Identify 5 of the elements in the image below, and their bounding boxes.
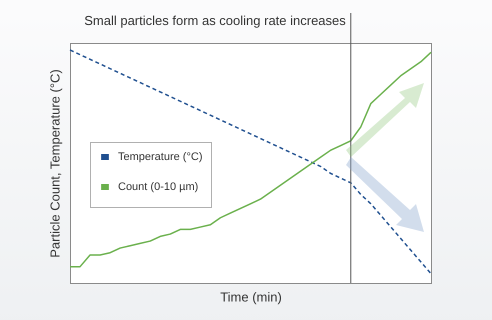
legend-label: Count (0-10 µm) <box>118 181 198 193</box>
y-axis-title: Particle Count, Temperature (°C) <box>48 69 62 258</box>
x-axis-title: Time (min) <box>220 290 282 304</box>
legend-label: Temperature (°C) <box>118 151 202 163</box>
text: Small particles form as cooling rate increases <box>84 13 346 28</box>
